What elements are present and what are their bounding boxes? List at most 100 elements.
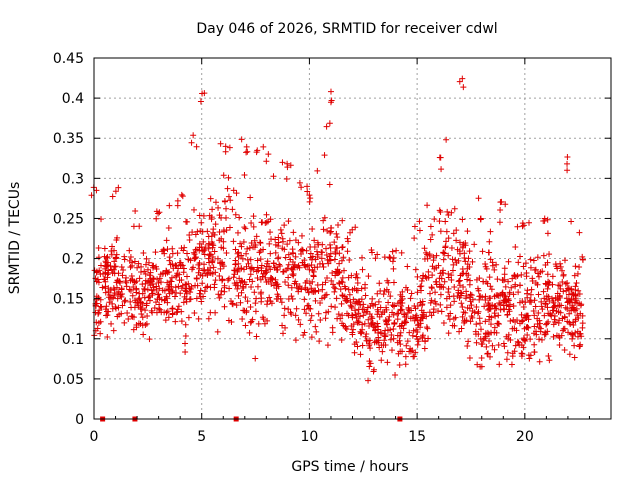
data-point [293, 305, 300, 312]
data-point-peak [178, 191, 185, 198]
data-point [237, 240, 244, 247]
data-point [253, 333, 260, 340]
data-point [277, 226, 284, 233]
data-point [575, 315, 582, 322]
data-points [88, 75, 586, 422]
data-point-peak [327, 99, 334, 106]
data-point [246, 276, 253, 283]
data-point [279, 159, 286, 166]
data-point [327, 229, 334, 236]
data-point [226, 224, 233, 231]
data-point [216, 273, 223, 280]
data-point [493, 261, 500, 268]
data-point [489, 342, 496, 349]
data-point [445, 252, 452, 259]
data-point [575, 287, 582, 294]
data-point [235, 292, 242, 299]
data-point [468, 292, 475, 299]
data-point [501, 292, 508, 299]
data-point [560, 272, 567, 279]
data-point [348, 304, 355, 311]
data-point [338, 257, 345, 264]
data-point [95, 254, 102, 261]
data-point [466, 281, 473, 288]
data-point [572, 263, 579, 270]
data-point [360, 301, 367, 308]
data-point-peak [437, 154, 444, 161]
data-point [272, 249, 279, 256]
data-point [504, 311, 511, 318]
data-point [345, 312, 352, 319]
data-point [464, 343, 471, 350]
data-point [290, 250, 297, 257]
data-point [453, 227, 460, 234]
data-point [279, 322, 286, 329]
data-point [163, 267, 170, 274]
data-point [473, 276, 480, 283]
data-point [505, 335, 512, 342]
data-point [405, 306, 412, 313]
data-point [204, 283, 211, 290]
data-point [524, 331, 531, 338]
data-point [150, 286, 157, 293]
data-point [466, 354, 473, 361]
data-point [422, 338, 429, 345]
data-point [433, 264, 440, 271]
data-point [216, 212, 223, 219]
data-point [413, 312, 420, 319]
data-point [151, 305, 158, 312]
data-point [308, 261, 315, 268]
data-point [487, 283, 494, 290]
data-point [97, 296, 104, 303]
data-point [387, 326, 394, 333]
data-point [157, 271, 164, 278]
data-point [288, 265, 295, 272]
data-point [354, 287, 361, 294]
data-point [127, 298, 134, 305]
data-point-peak [174, 197, 181, 204]
data-point [308, 256, 315, 263]
data-point [529, 275, 536, 282]
data-point [207, 270, 214, 277]
data-point [339, 217, 346, 224]
data-point [246, 244, 253, 251]
data-point [451, 205, 458, 212]
data-point [478, 363, 485, 370]
data-point [531, 297, 538, 304]
data-point [391, 302, 398, 309]
data-point [250, 223, 257, 230]
data-point [101, 253, 108, 260]
data-point [282, 254, 289, 261]
data-point [368, 313, 375, 320]
data-point [295, 316, 302, 323]
data-point [175, 303, 182, 310]
data-point [349, 329, 356, 336]
data-point [346, 257, 353, 264]
data-point [297, 321, 304, 328]
data-point [135, 260, 142, 267]
data-point [177, 259, 184, 266]
data-point [208, 233, 215, 240]
data-point [440, 256, 447, 263]
data-point [102, 306, 109, 313]
data-point [501, 271, 508, 278]
data-point [327, 244, 334, 251]
data-point [166, 254, 173, 261]
data-point [344, 235, 351, 242]
data-point-peak [287, 162, 294, 169]
data-point [572, 286, 579, 293]
data-point [445, 289, 452, 296]
data-point [175, 283, 182, 290]
data-point [507, 301, 514, 308]
data-point [266, 240, 273, 247]
data-point [137, 304, 144, 311]
data-point [172, 273, 179, 280]
data-point [319, 260, 326, 267]
y-tick-label: 0.25 [53, 211, 84, 227]
data-point [121, 319, 128, 326]
data-point [238, 243, 245, 250]
data-point [228, 298, 235, 305]
data-point [184, 250, 191, 257]
data-point [340, 322, 347, 329]
data-point [159, 287, 166, 294]
